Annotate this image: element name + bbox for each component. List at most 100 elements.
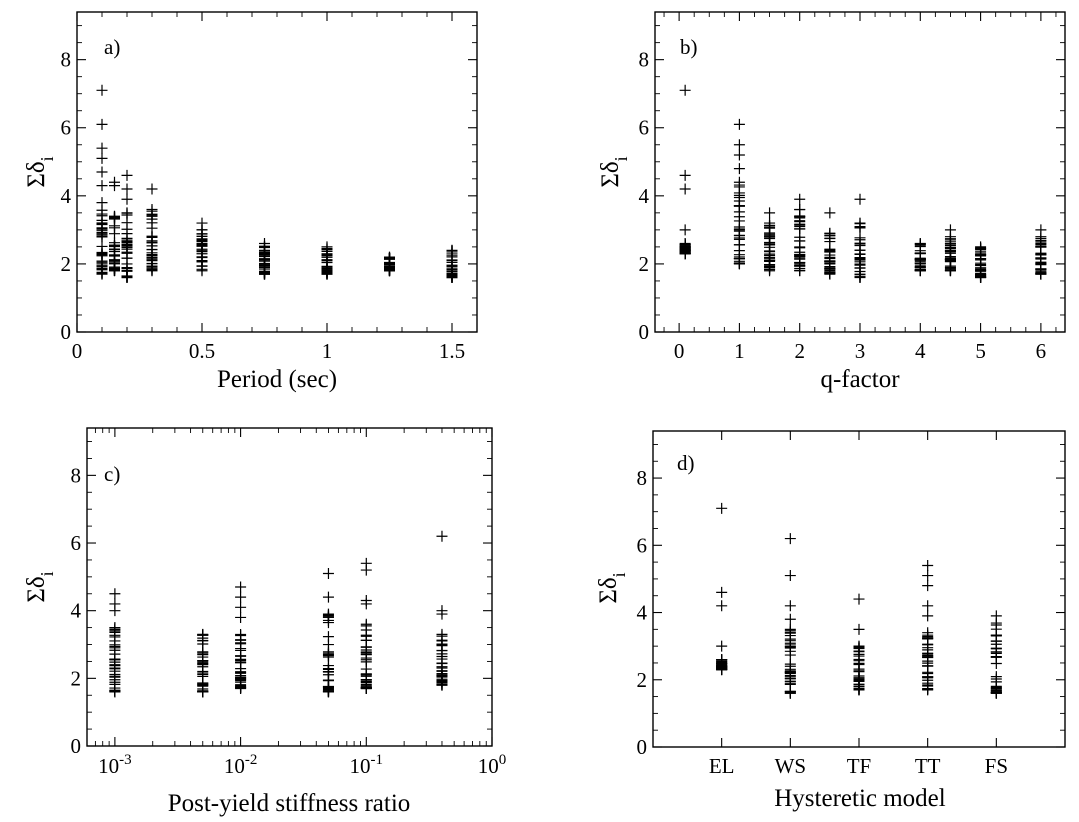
plot-frame-b <box>654 11 1066 333</box>
data-point-a-1 <box>109 176 120 188</box>
data-point-c-3 <box>322 686 334 698</box>
x-tick-label: EL <box>709 754 735 778</box>
data-point-d-2 <box>853 666 865 678</box>
x-tick-label: 5 <box>975 339 986 363</box>
x-tick-label: WS <box>775 754 807 778</box>
data-point-a-1 <box>109 244 120 256</box>
panel-c: 0 2 4 6 8 10-3 10-2 10-1 100 c) Post-yield stiff… <box>23 427 506 817</box>
data-point-a-4 <box>196 245 208 257</box>
data-point-c-3 <box>322 567 334 579</box>
data-point-d-3 <box>922 570 934 582</box>
data-point-d-4 <box>990 610 1002 622</box>
y-tick-label: 6 <box>71 531 82 555</box>
data-point-c-5 <box>436 679 448 691</box>
data-point-d-0 <box>716 502 728 514</box>
data-point-d-3 <box>922 600 934 612</box>
data-point-a-5 <box>259 249 270 261</box>
data-point-d-1 <box>784 665 796 677</box>
data-point-a-1 <box>109 228 120 240</box>
plot-frame-c <box>86 427 493 747</box>
data-point-b-6 <box>914 265 926 277</box>
y-axis-label-main-a: Σδ <box>23 161 50 187</box>
data-point-b-1 <box>733 215 745 227</box>
y-tick-label: 6 <box>639 116 650 140</box>
data-point-a-5 <box>259 268 270 280</box>
data-point-b-1 <box>733 239 745 251</box>
data-point-d-1 <box>784 623 796 635</box>
data-point-b-1 <box>733 139 745 151</box>
y-tick-label: 8 <box>71 463 82 487</box>
data-point-b-5 <box>854 272 866 284</box>
panel-label-d: d) <box>677 451 695 475</box>
data-point-b-1 <box>733 258 745 270</box>
data-point-b-2 <box>764 233 776 245</box>
data-point-b-4 <box>824 246 836 258</box>
y-axis-label-sub-c: i <box>37 571 57 576</box>
data-point-c-4 <box>360 652 372 664</box>
data-point-a-0 <box>96 166 108 178</box>
data-point-a-0 <box>96 208 108 220</box>
data-point-a-0 <box>96 249 108 261</box>
svg-text:Σδi: Σδi <box>595 572 629 603</box>
panel-label-b: b) <box>680 35 698 59</box>
data-point-d-1 <box>784 637 796 649</box>
x-tick-label: 0 <box>72 339 83 363</box>
x-tick-label: 1 <box>734 339 745 363</box>
y-axis-label-d: Σδi <box>595 572 629 603</box>
x-tick-label: 3 <box>855 339 866 363</box>
data-point-a-2 <box>121 272 133 284</box>
data-point-a-0 <box>96 268 108 280</box>
y-tick-label: 4 <box>71 599 82 623</box>
marks-a <box>96 84 458 284</box>
data-point-b-9 <box>1035 224 1047 236</box>
data-point-a-1 <box>109 210 120 222</box>
data-point-a-8 <box>446 244 458 256</box>
data-point-a-2 <box>121 183 133 195</box>
data-point-a-5 <box>259 237 270 249</box>
data-point-b-5 <box>854 193 866 205</box>
panel-label-a: a) <box>104 35 120 59</box>
data-point-d-3 <box>922 559 934 571</box>
data-point-a-8 <box>446 272 458 284</box>
data-point-d-0 <box>716 586 728 598</box>
data-point-a-3 <box>146 265 158 277</box>
data-point-c-3 <box>322 631 334 643</box>
data-point-b-0 <box>679 183 691 195</box>
y-tick-label: 0 <box>637 735 648 759</box>
data-point-a-3 <box>146 203 158 215</box>
data-point-b-4 <box>824 255 836 267</box>
data-point-a-0 <box>96 197 108 209</box>
y-tick-label: 0 <box>71 734 82 758</box>
data-point-a-2 <box>121 193 133 205</box>
data-point-c-0 <box>109 622 121 634</box>
data-point-d-2 <box>853 650 865 662</box>
data-point-b-9 <box>1035 268 1047 280</box>
data-point-d-3 <box>922 627 934 639</box>
plot-frame-a <box>76 11 478 333</box>
data-point-c-1 <box>197 656 209 668</box>
data-point-b-0 <box>679 84 691 96</box>
y-axis-label-c: Σδi <box>23 571 57 602</box>
data-point-a-0 <box>96 142 108 154</box>
y-tick-label: 2 <box>71 666 82 690</box>
data-point-b-1 <box>733 191 745 203</box>
x-axis-label-c: Post-yield stiffness ratio <box>168 790 411 817</box>
data-point-b-3 <box>794 235 806 247</box>
data-point-c-5 <box>436 628 448 640</box>
data-point-c-2 <box>235 611 247 623</box>
marks-d <box>716 502 1002 699</box>
data-point-c-0 <box>109 588 121 600</box>
data-point-a-0 <box>96 231 108 243</box>
x-tick-label: 4 <box>915 339 926 363</box>
data-point-d-2 <box>853 684 865 696</box>
data-point-a-2 <box>121 247 133 259</box>
y-tick-label: 2 <box>637 668 648 692</box>
x-axis-label-b: q-factor <box>820 366 900 393</box>
x-tick-label: TF <box>847 754 872 778</box>
data-point-c-3 <box>322 651 334 663</box>
data-point-a-3 <box>146 183 158 195</box>
data-point-b-3 <box>794 219 806 231</box>
data-point-a-6 <box>321 268 333 280</box>
data-point-c-2 <box>235 666 247 678</box>
